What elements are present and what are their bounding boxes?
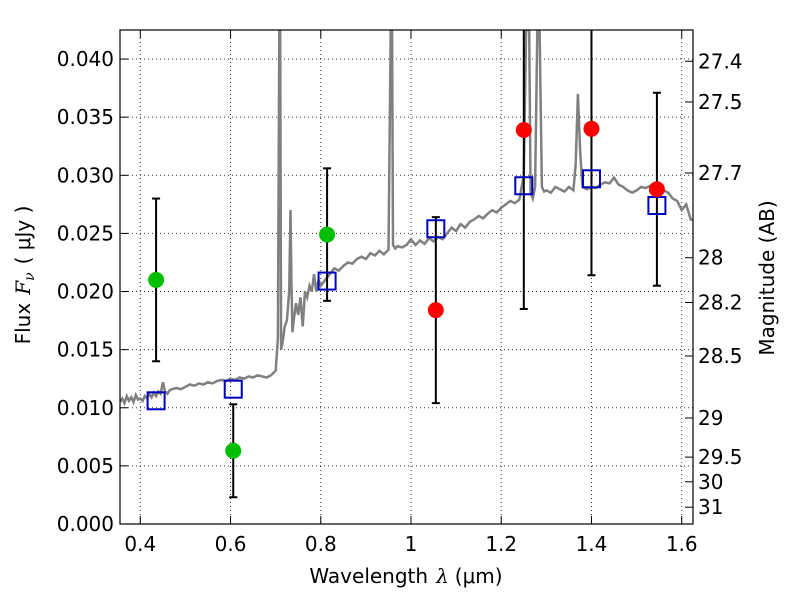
y2-tick-label: 27.7 <box>698 161 743 185</box>
spectrum-line <box>120 30 693 407</box>
x-axis: 0.4 0.6 0.8 1 1.2 1.4 1.6 <box>124 30 698 556</box>
y-tick-label: 0.040 <box>57 47 114 71</box>
x-tick-label: 0.6 <box>215 532 247 556</box>
x-tick-label: 0.8 <box>305 532 337 556</box>
x-axis-label-text: Wavelength <box>309 564 428 588</box>
y2-tick-label: 27.5 <box>698 90 743 114</box>
y2-tick-label: 29.5 <box>698 445 743 469</box>
observed-point <box>427 302 444 319</box>
y-axis-label-symbol: F <box>11 280 35 296</box>
model-square-marker <box>223 379 243 399</box>
plot-frame <box>119 29 694 525</box>
observed-point <box>515 121 532 138</box>
x-tick-label: 1.2 <box>485 532 517 556</box>
observed-point <box>319 226 336 243</box>
y2-tick-label: 28.2 <box>698 291 743 315</box>
model-square-marker <box>426 219 446 239</box>
error-bar-layer <box>152 30 661 499</box>
y-axis-label-subscript: ν <box>22 272 38 281</box>
y2-tick-label: 27.4 <box>698 49 743 73</box>
y-tick-label: 0.030 <box>57 163 114 187</box>
y-tick-label: 0.035 <box>57 105 114 129</box>
y-axis-label: Flux Fν ( μJy ) <box>11 206 38 345</box>
y2-tick-label: 29 <box>698 406 723 430</box>
observed-photometry-layer <box>148 120 665 459</box>
observed-point <box>648 181 665 198</box>
x-axis-label-unit: (μm) <box>455 564 503 588</box>
y-tick-label: 0.010 <box>57 396 114 420</box>
model-square-marker <box>581 169 601 189</box>
y-tick-label: 0.005 <box>57 454 114 478</box>
model-square-marker <box>514 176 534 196</box>
model-photometry-layer <box>146 169 667 411</box>
y-tick-label: 0.025 <box>57 221 114 245</box>
y-tick-label: 0.020 <box>57 280 114 304</box>
x-axis-label-symbol: λ <box>435 564 449 588</box>
y2-tick-label: 28.5 <box>698 344 743 368</box>
y-axis-label-unit: ( μJy ) <box>11 206 35 265</box>
y-axis-label-text: Flux <box>11 303 35 345</box>
y2-axis-label: Magnitude (AB) <box>755 200 779 355</box>
x-tick-label: 1.4 <box>576 532 608 556</box>
x-tick-label: 1 <box>405 532 418 556</box>
model-square-marker <box>146 391 166 411</box>
y2-tick-label: 28 <box>698 246 723 270</box>
spectrum-layer <box>120 30 693 407</box>
y-axis: 0.000 0.005 0.010 0.015 0.020 0.025 0.030 0.035… <box>57 47 128 536</box>
y-tick-label: 0.000 <box>57 512 114 536</box>
y-tick-label: 0.015 <box>57 338 114 362</box>
x-tick-label: 1.6 <box>666 532 698 556</box>
observed-point <box>225 442 242 459</box>
observed-point <box>583 120 600 137</box>
model-square-marker <box>317 271 337 291</box>
observed-point <box>148 271 165 288</box>
x-tick-label: 0.4 <box>124 532 156 556</box>
grid <box>120 30 693 525</box>
x-axis-label: Wavelength λ (μm) <box>309 564 502 588</box>
y2-tick-label: 31 <box>698 495 723 519</box>
y2-tick-label: 30 <box>698 470 723 494</box>
